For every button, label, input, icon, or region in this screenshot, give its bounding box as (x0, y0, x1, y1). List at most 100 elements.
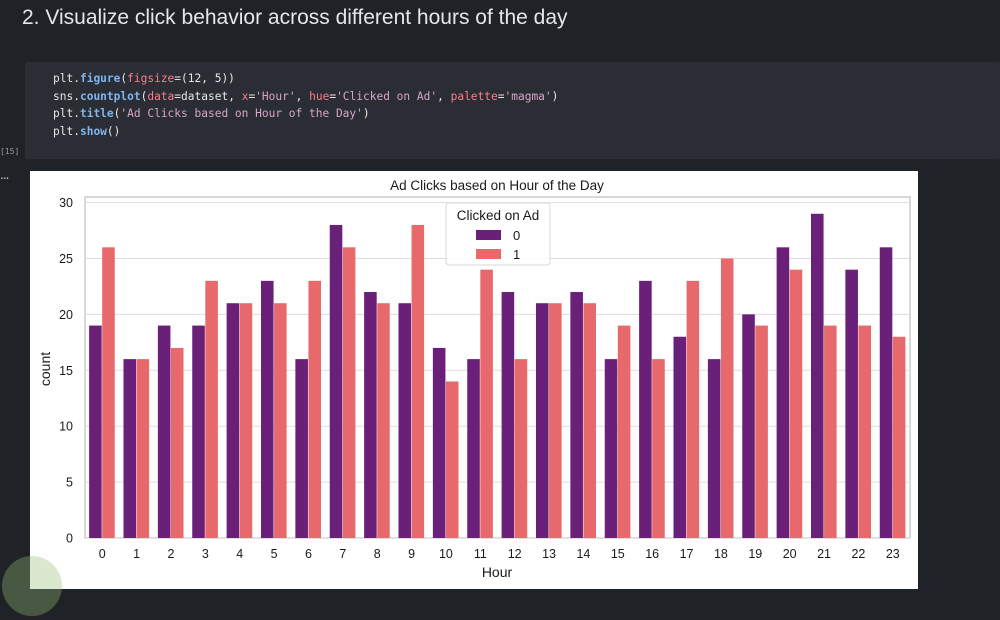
bar-hour-4-series-1 (239, 303, 253, 538)
bar-hour-18-series-0 (707, 359, 721, 538)
bar-hour-12-series-1 (514, 359, 528, 538)
code-cell[interactable]: plt.figure(figsize=(12, 5)) sns.countplo… (25, 62, 1000, 159)
watermark-logo (2, 556, 62, 616)
x-tick-label: 22 (851, 547, 865, 561)
bar-hour-6-series-1 (308, 280, 321, 538)
bar-hour-22-series-1 (858, 325, 871, 538)
x-tick-label: 17 (680, 547, 694, 561)
x-tick-label: 19 (748, 547, 762, 561)
bar-hour-0-series-1 (102, 247, 115, 539)
bar-hour-22-series-0 (845, 269, 858, 538)
bar-hour-5-series-1 (274, 303, 287, 538)
code-line-2: sns.countplot(data=dataset, x='Hour', hu… (53, 89, 559, 103)
x-tick-label: 8 (374, 547, 381, 561)
x-tick-label: 5 (271, 547, 278, 561)
bar-hour-18-series-1 (720, 258, 734, 538)
bar-hour-21-series-1 (824, 325, 837, 538)
x-tick-label: 1 (133, 547, 140, 561)
y-tick-label: 0 (66, 532, 73, 546)
bar-hour-3-series-0 (192, 325, 205, 538)
bar-hour-7-series-1 (342, 247, 356, 539)
y-tick-label: 15 (59, 364, 73, 378)
bar-hour-15-series-0 (604, 359, 618, 538)
code-line-3: plt.title('Ad Clicks based on Hour of th… (53, 107, 370, 120)
x-tick-label: 0 (99, 547, 106, 561)
y-axis-label: count (37, 352, 53, 386)
bar-hour-14-series-0 (570, 292, 583, 538)
bar-hour-23-series-1 (892, 336, 906, 538)
x-tick-label: 23 (886, 547, 900, 561)
bar-hour-12-series-0 (501, 292, 515, 538)
x-tick-label: 13 (542, 547, 556, 561)
x-tick-label: 4 (236, 547, 243, 561)
execution-count: [15] (0, 147, 20, 156)
bar-hour-8-series-1 (377, 303, 390, 538)
bar-hour-0-series-0 (89, 325, 102, 538)
plot-output: 0 5 10 15 20 25 30 0 1 2 3 4 5 6 7 8 9 10 11 12 13 14 15 16 17 1… (30, 171, 918, 589)
x-axis-label: Hour (482, 564, 513, 580)
bar-hour-5-series-0 (261, 280, 274, 538)
x-tick-label: 7 (339, 547, 346, 561)
x-tick-label: 3 (202, 547, 209, 561)
bar-hour-15-series-1 (617, 325, 631, 538)
bar-hour-8-series-0 (364, 292, 377, 538)
bar-hour-10-series-1 (445, 381, 459, 538)
x-tick-label: 6 (305, 547, 312, 561)
bar-hour-2-series-0 (157, 325, 171, 538)
bar-hour-16-series-1 (652, 359, 665, 538)
legend-swatch-1 (476, 249, 501, 259)
bar-hour-6-series-0 (295, 359, 308, 538)
bar-hour-1-series-0 (123, 359, 137, 538)
y-tick-label: 10 (59, 420, 73, 434)
legend-label-1: 1 (513, 247, 520, 262)
x-tick-label: 16 (645, 547, 659, 561)
bar-hour-19-series-1 (755, 325, 768, 538)
bar-hour-19-series-0 (742, 314, 755, 538)
bar-hour-2-series-1 (170, 347, 184, 538)
bar-hour-17-series-1 (686, 280, 700, 538)
x-tick-label: 14 (576, 547, 590, 561)
x-tick-label: 18 (714, 547, 728, 561)
x-tick-label: 2 (167, 547, 174, 561)
section-heading: 2. Visualize click behavior across diffe… (22, 6, 568, 29)
x-tick-label: 10 (439, 547, 453, 561)
bar-hour-3-series-1 (205, 280, 218, 538)
x-tick-label: 12 (508, 547, 522, 561)
bar-hour-16-series-0 (639, 280, 652, 538)
bar-hour-1-series-1 (136, 359, 150, 538)
chart-title: Ad Clicks based on Hour of the Day (390, 178, 604, 193)
bar-hour-21-series-0 (811, 213, 824, 538)
y-tick-label: 25 (59, 252, 73, 266)
legend-label-0: 0 (513, 228, 520, 243)
code-line-1: plt.figure(figsize=(12, 5)) (53, 72, 235, 85)
output-collapse-toggle[interactable]: ... (0, 168, 10, 182)
bar-hour-11-series-1 (480, 269, 493, 538)
bar-hour-14-series-1 (583, 303, 596, 538)
bar-hour-10-series-0 (432, 347, 446, 538)
y-tick-label: 5 (66, 476, 73, 490)
bar-hour-20-series-0 (776, 247, 790, 539)
x-tick-label: 9 (408, 547, 415, 561)
legend-swatch-0 (476, 230, 501, 240)
bar-hour-20-series-1 (789, 269, 803, 538)
x-tick-label: 11 (474, 547, 487, 561)
bar-hour-9-series-1 (411, 224, 425, 539)
bar-hour-7-series-0 (329, 224, 343, 539)
y-tick-label: 20 (59, 308, 73, 322)
x-tick-label: 21 (817, 547, 831, 561)
legend: Clicked on Ad 0 1 (445, 202, 551, 266)
x-tick-label: 20 (783, 547, 797, 561)
bar-hour-13-series-1 (549, 303, 562, 538)
code-editor[interactable]: plt.figure(figsize=(12, 5)) sns.countplo… (53, 70, 558, 140)
legend-title: Clicked on Ad (457, 208, 540, 223)
y-tick-label: 30 (59, 196, 73, 210)
bar-hour-13-series-0 (536, 303, 549, 538)
code-line-4: plt.show() (53, 124, 121, 138)
bar-hour-11-series-0 (467, 359, 480, 538)
bar-hour-23-series-0 (879, 247, 893, 539)
bar-hour-9-series-0 (398, 303, 412, 538)
x-tick-label: 15 (611, 547, 625, 561)
bar-hour-4-series-0 (226, 303, 240, 538)
bar-hour-17-series-0 (673, 336, 687, 538)
